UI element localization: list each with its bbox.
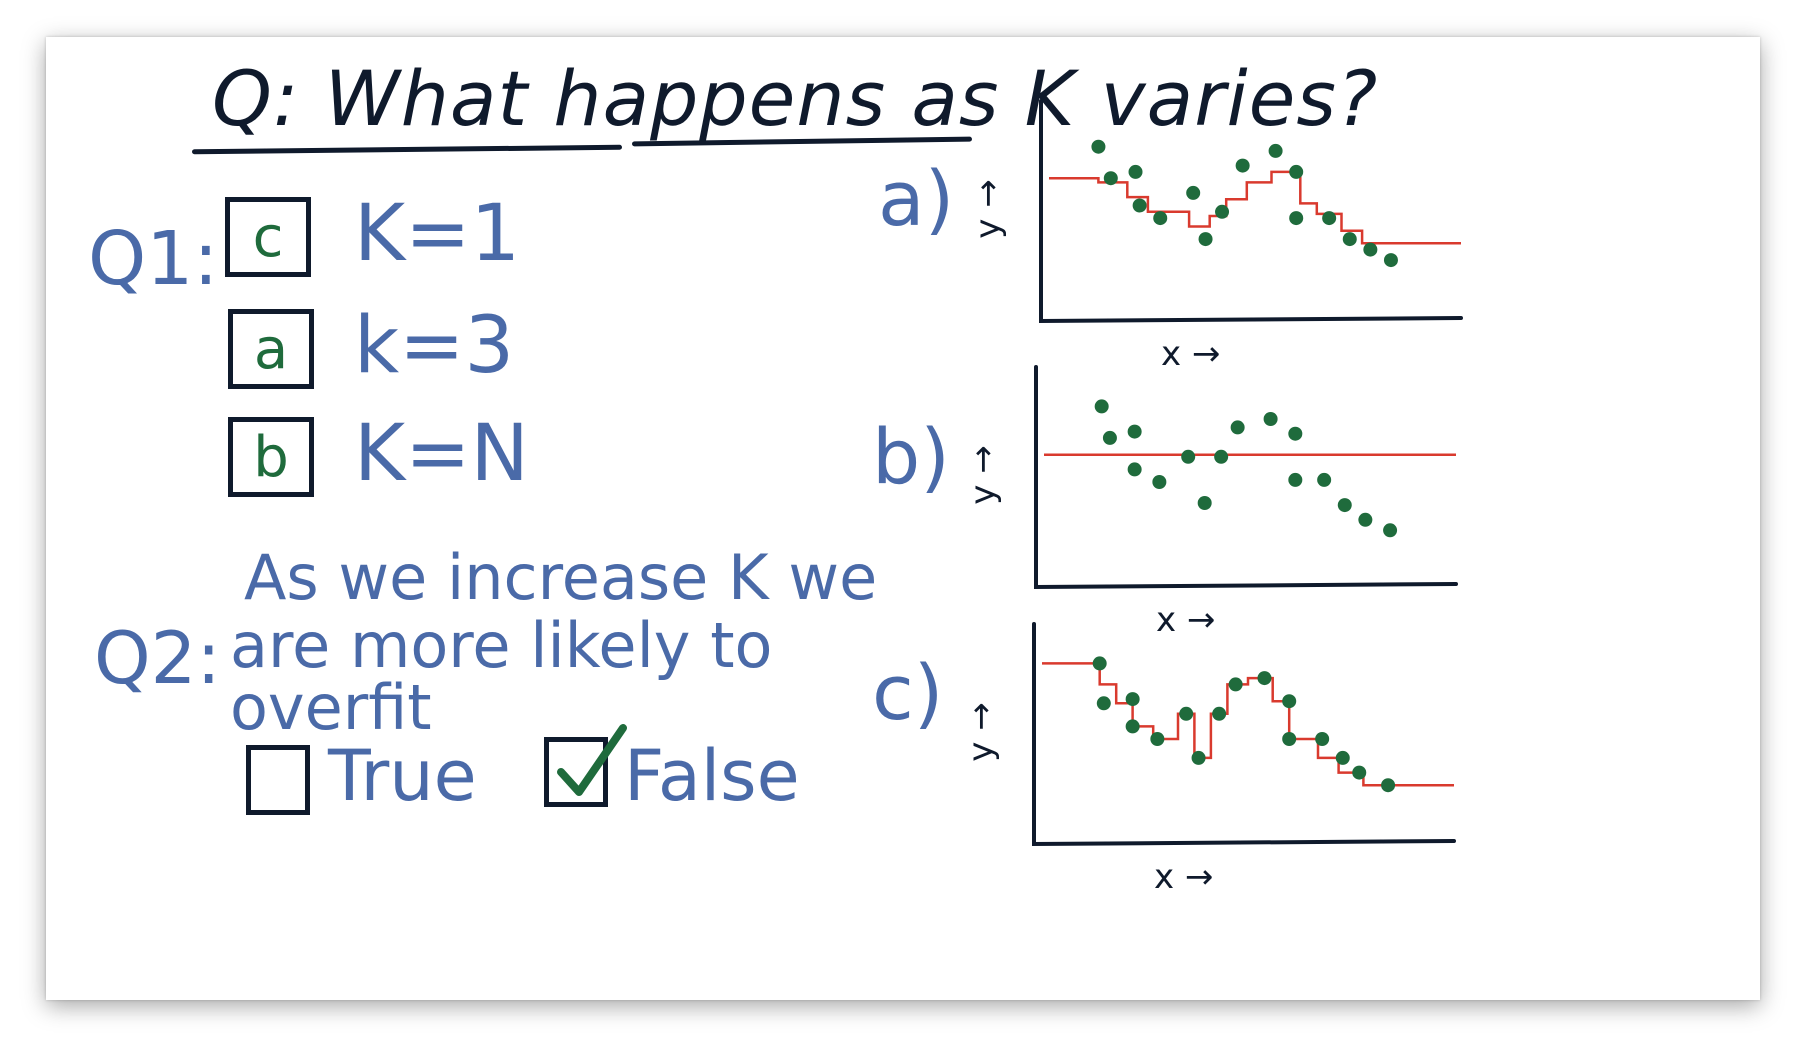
- data-point: [1282, 694, 1297, 709]
- data-point: [1125, 692, 1140, 707]
- title-underline: [191, 144, 623, 155]
- false-label: False: [624, 735, 800, 817]
- axis-lines: [1039, 99, 1463, 324]
- data-point: [1094, 399, 1109, 414]
- panel-label-c: c): [872, 648, 944, 737]
- fit-line: [1042, 662, 1454, 787]
- q1-answer-box-2[interactable]: a: [228, 309, 314, 389]
- data-point: [1289, 164, 1304, 179]
- y-axis-label: y →: [961, 702, 1001, 761]
- data-point: [1257, 671, 1272, 686]
- data-point: [1335, 750, 1350, 765]
- q2-line-3: overfit: [230, 671, 432, 744]
- data-point: [1153, 211, 1168, 226]
- data-point: [1215, 204, 1230, 219]
- data-point: [1150, 732, 1165, 746]
- data-point: [1288, 472, 1303, 487]
- data-point: [1214, 449, 1229, 464]
- false-checkbox[interactable]: [544, 724, 627, 807]
- data-point: [1315, 732, 1330, 746]
- data-point: [1096, 696, 1111, 711]
- checkmark-icon: [557, 724, 627, 796]
- x-axis-label: x →: [1161, 334, 1220, 374]
- data-point: [1152, 475, 1167, 489]
- y-axis-label: y →: [963, 445, 1003, 504]
- data-point: [1282, 732, 1297, 746]
- data-point: [1317, 472, 1332, 487]
- data-point: [1102, 430, 1117, 445]
- q2-line-1: As we increase K we: [244, 541, 878, 614]
- data-point: [1363, 242, 1378, 257]
- answer-letter: a: [253, 316, 289, 382]
- q1-label: Q1:: [88, 216, 219, 302]
- data-point: [1186, 185, 1201, 200]
- y-axis-label: y →: [968, 179, 1008, 238]
- page-title: Q: What happens as K varies?: [212, 54, 1379, 143]
- true-label: True: [328, 735, 477, 817]
- data-point: [1132, 198, 1147, 213]
- data-point: [1092, 656, 1107, 671]
- data-point: [1228, 677, 1243, 692]
- data-point: [1358, 512, 1373, 527]
- x-axis-label: x →: [1156, 600, 1215, 640]
- k-value-2: k=3: [354, 301, 515, 391]
- data-point: [1181, 449, 1196, 464]
- plot-c: y → x →: [961, 612, 1484, 897]
- k-value-1: K=1: [354, 189, 521, 279]
- true-checkbox[interactable]: [246, 745, 310, 815]
- data-point: [1322, 211, 1337, 226]
- plot-a: y → x →: [968, 89, 1491, 374]
- answer-letter: c: [252, 204, 284, 270]
- plot-b: y → x →: [963, 355, 1486, 640]
- q1-answer-box-1[interactable]: c: [225, 197, 311, 277]
- data-point: [1103, 171, 1118, 186]
- panel-label-b: b): [872, 412, 950, 501]
- data-point: [1212, 706, 1227, 721]
- k-value-3: K=N: [354, 409, 529, 499]
- data-point: [1383, 253, 1398, 268]
- data-point: [1235, 158, 1250, 173]
- data-point: [1179, 706, 1194, 721]
- q2-label: Q2:: [94, 616, 221, 700]
- data-point: [1127, 462, 1142, 477]
- data-point: [1198, 232, 1213, 247]
- data-point: [1289, 211, 1304, 226]
- q1-answer-box-3[interactable]: b: [228, 417, 314, 497]
- data-point: [1263, 412, 1278, 426]
- data-point: [1268, 143, 1283, 158]
- q2-line-2: are more likely to: [230, 609, 773, 682]
- data-point: [1127, 424, 1142, 439]
- data-point: [1197, 496, 1212, 510]
- data-point: [1383, 523, 1398, 538]
- data-point: [1342, 232, 1357, 247]
- axis-lines: [1034, 365, 1458, 590]
- data-point: [1352, 765, 1367, 780]
- data-point: [1230, 420, 1245, 435]
- fit-line: [1049, 170, 1461, 245]
- data-point: [1381, 778, 1396, 793]
- data-point: [1091, 139, 1106, 154]
- data-point: [1128, 164, 1143, 179]
- data-point: [1288, 426, 1303, 441]
- whiteboard-slide: Q: What happens as K varies? Q1: c K=1 a…: [46, 37, 1760, 1000]
- x-axis-label: x →: [1154, 857, 1213, 897]
- data-point: [1125, 719, 1140, 734]
- answer-letter: b: [253, 424, 289, 490]
- axis-lines: [1032, 622, 1456, 847]
- data-point: [1337, 498, 1352, 513]
- data-point: [1191, 750, 1206, 765]
- panel-label-a: a): [878, 154, 955, 243]
